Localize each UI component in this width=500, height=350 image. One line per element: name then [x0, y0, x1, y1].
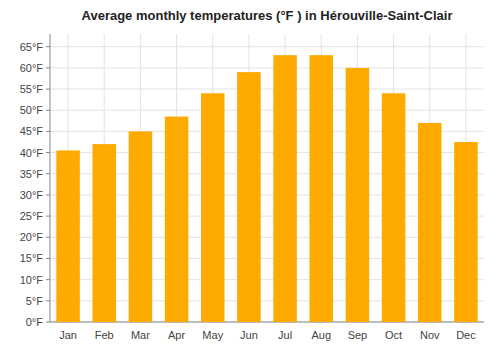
tick-mark	[46, 67, 50, 68]
title: Average monthly temperatures (°F ) in Hé…	[82, 8, 453, 23]
tick-label: Jun	[240, 329, 258, 341]
chart-container: Average monthly temperatures (°F ) in Hé…	[0, 0, 500, 350]
tick-mark	[46, 46, 50, 47]
bar	[56, 150, 80, 322]
bar	[92, 144, 116, 322]
grid-line	[50, 46, 484, 47]
tick-mark	[46, 300, 50, 301]
axes: 0°F 5°F 10°F 15°F 20°F 25°F 30°F 35°F 40°F 45°F 50…	[20, 34, 484, 341]
tick-label: 45°F	[20, 125, 44, 137]
tick-mark	[46, 131, 50, 132]
y-axis-line	[50, 34, 51, 322]
tick-mark	[46, 279, 50, 280]
bar	[273, 55, 297, 322]
tick-label: 0°F	[26, 316, 44, 328]
grid-line	[50, 110, 484, 111]
tick-label: Oct	[385, 329, 402, 341]
tick-label: 40°F	[20, 147, 44, 159]
tick-label: 65°F	[20, 41, 44, 53]
bar	[418, 123, 442, 322]
tick-label: Sep	[348, 329, 368, 341]
tick-mark	[46, 110, 50, 111]
tick-label: Aug	[311, 329, 331, 341]
tick-label: 20°F	[20, 231, 44, 243]
tick-label: Jul	[278, 329, 292, 341]
bar	[165, 117, 189, 322]
tick-label: 30°F	[20, 189, 44, 201]
bars	[56, 55, 477, 322]
tick-label: 25°F	[20, 210, 44, 222]
bar	[346, 68, 370, 322]
tick-label: Apr	[168, 329, 185, 341]
bar	[201, 93, 225, 322]
bar	[309, 55, 333, 322]
tick-label: Nov	[420, 329, 440, 341]
grid-line	[50, 89, 484, 90]
tick-mark	[46, 173, 50, 174]
tick-mark	[46, 216, 50, 217]
bar	[454, 142, 478, 322]
tick-label: 35°F	[20, 168, 44, 180]
tick-label: 5°F	[26, 295, 44, 307]
tick-label: 50°F	[20, 104, 44, 116]
tick-label: Mar	[131, 329, 150, 341]
tick-label: 15°F	[20, 252, 44, 264]
tick-mark	[46, 322, 50, 323]
tick-mark	[46, 194, 50, 195]
bar	[237, 72, 261, 322]
tick-label: Feb	[95, 329, 114, 341]
bar	[382, 93, 406, 322]
tick-label: May	[202, 329, 223, 341]
tick-mark	[46, 258, 50, 259]
grid-line	[50, 67, 484, 68]
tick-mark	[46, 237, 50, 238]
tick-label: Dec	[456, 329, 476, 341]
tick-mark	[46, 89, 50, 90]
tick-label: Jan	[59, 329, 77, 341]
bar	[129, 131, 153, 322]
tick-label: 60°F	[20, 62, 44, 74]
grid	[50, 34, 484, 322]
chart: Average monthly temperatures (°F ) in Hé…	[0, 0, 500, 350]
tick-mark	[46, 152, 50, 153]
tick-label: 55°F	[20, 83, 44, 95]
tick-label: 10°F	[20, 274, 44, 286]
